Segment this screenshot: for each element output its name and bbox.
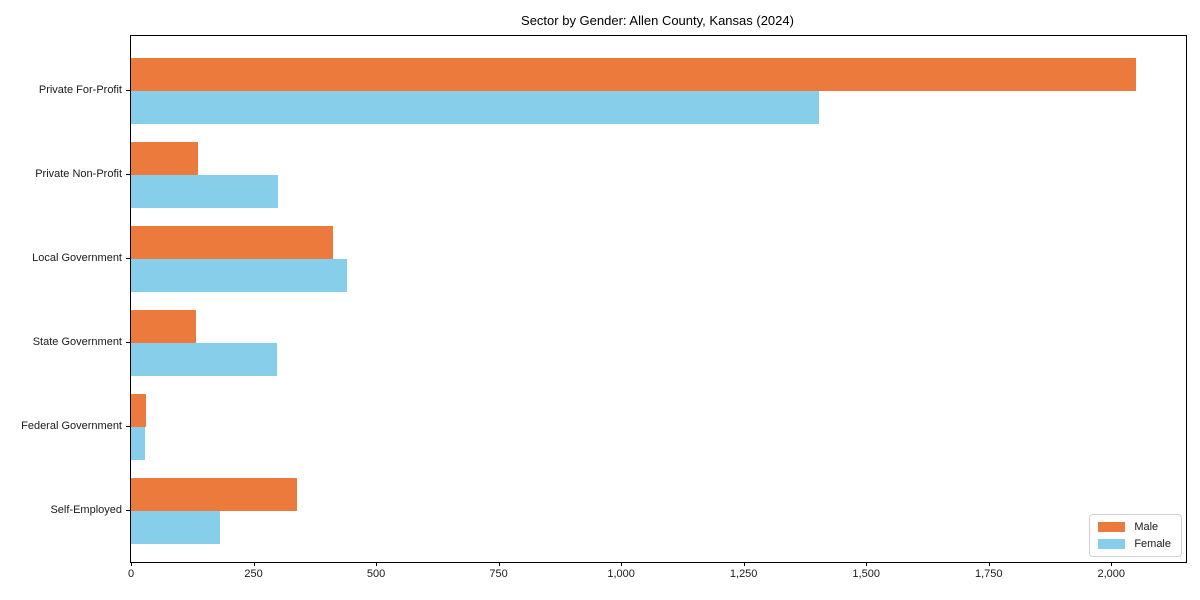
bars-layer <box>131 36 1186 562</box>
ytick-label-federal-government: Federal Government <box>21 420 122 432</box>
xtick-label-1-750: 1,750 <box>974 568 1003 580</box>
legend-swatch-female <box>1098 539 1126 549</box>
xtick-mark <box>253 562 255 566</box>
ytick-label-private-for-profit: Private For-Profit <box>38 84 122 96</box>
bar-female-self-employed <box>131 511 221 544</box>
xtick-label-750: 750 <box>489 568 508 580</box>
xtick-mark <box>988 562 990 566</box>
xtick-mark <box>1111 562 1113 566</box>
bar-female-state-government <box>131 343 277 376</box>
ytick-mark <box>126 342 130 343</box>
xtick-mark <box>743 562 745 566</box>
xtick-label-500: 500 <box>366 568 386 580</box>
xtick-mark <box>131 562 132 566</box>
xtick-label-0: 0 <box>127 568 135 580</box>
bar-male-private-for-profit <box>131 58 1136 91</box>
ytick-label-self-employed: Self-Employed <box>50 504 122 516</box>
ytick-mark <box>126 90 130 91</box>
bar-male-private-non-profit <box>131 142 198 175</box>
xtick-label-250: 250 <box>244 568 263 580</box>
legend-label-female: Female <box>1134 538 1171 550</box>
ytick-mark <box>126 426 130 427</box>
bar-female-private-for-profit <box>131 91 820 124</box>
ytick-label-private-non-profit: Private Non-Profit <box>35 168 122 180</box>
bar-male-federal-government <box>131 394 146 427</box>
ytick-mark <box>126 510 130 511</box>
bar-female-local-government <box>131 259 348 292</box>
legend-swatch-male <box>1098 522 1126 532</box>
ytick-mark <box>126 174 130 175</box>
bar-male-state-government <box>131 310 197 343</box>
xtick-label-1-500: 1,500 <box>852 568 880 580</box>
ytick-mark <box>126 258 130 259</box>
xtick-label-1-250: 1,250 <box>729 568 758 580</box>
bar-male-self-employed <box>131 478 298 511</box>
bar-male-local-government <box>131 226 334 259</box>
legend-item-female: Female <box>1098 538 1171 550</box>
legend-item-male: Male <box>1098 521 1171 533</box>
xtick-mark <box>621 562 623 566</box>
legend: Male Female <box>1089 514 1182 557</box>
y-axis-labels: Private For-Profit Private Non-Profit Loca… <box>0 0 122 600</box>
xtick-mark <box>376 562 378 566</box>
xtick-label-2-000: 2,000 <box>1097 568 1126 580</box>
plot-area: Male Female <box>130 35 1187 563</box>
xtick-mark <box>866 562 868 566</box>
chart-title: Sector by Gender: Allen County, Kansas (… <box>521 13 794 28</box>
xtick-label-1-000: 1,000 <box>607 568 635 580</box>
legend-label-male: Male <box>1134 521 1159 533</box>
xtick-mark <box>498 562 500 566</box>
bar-female-private-non-profit <box>131 175 279 208</box>
bar-female-federal-government <box>131 427 145 460</box>
ytick-label-local-government: Local Government <box>32 252 122 264</box>
ytick-label-state-government: State Government <box>32 336 122 348</box>
